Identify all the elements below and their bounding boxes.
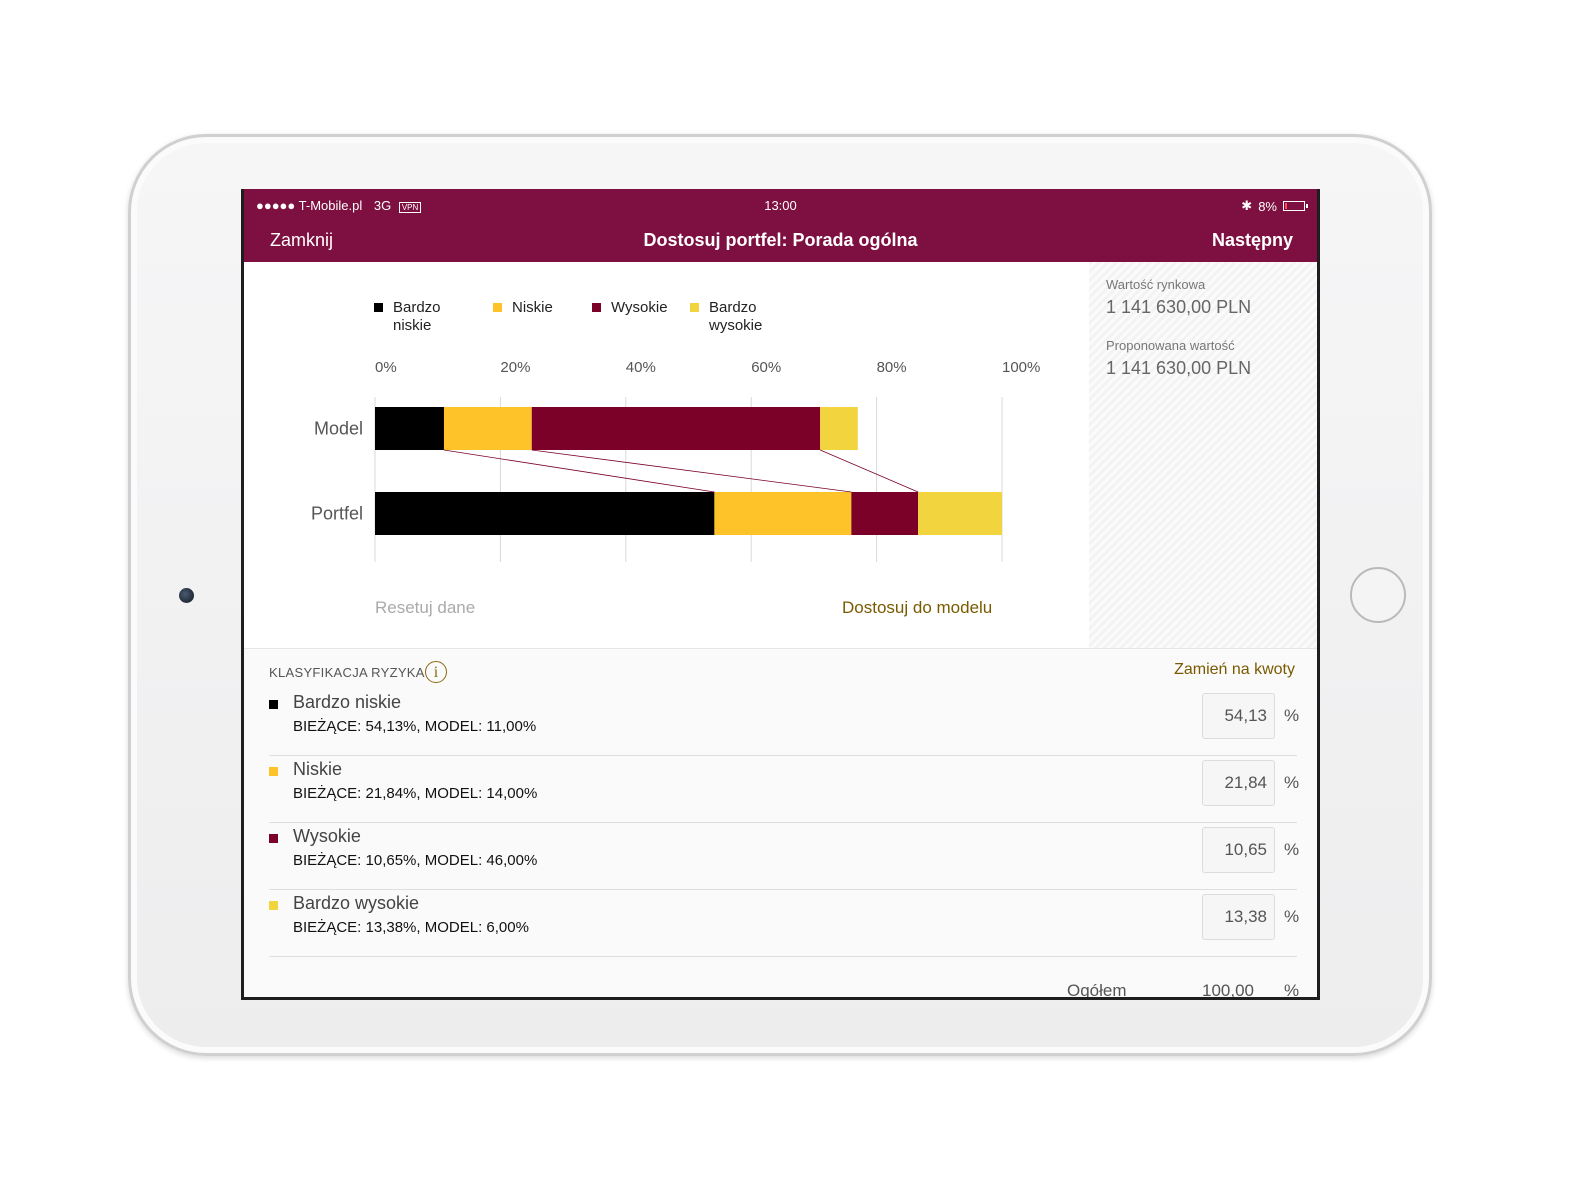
risk-detail: BIEŻĄCE: 10,65%, MODEL: 46,00% (293, 852, 538, 869)
category-label: Model (314, 419, 363, 439)
risk-detail: BIEŻĄCE: 13,38%, MODEL: 6,00% (293, 919, 529, 936)
chart-panel: Bardzo niskie Niskie Wysokie Bardzo wyso… (244, 262, 1089, 648)
legend-swatch (374, 303, 383, 312)
risk-detail: BIEŻĄCE: 54,13%, MODEL: 11,00% (293, 718, 537, 735)
risk-name: Niskie (293, 759, 343, 779)
legend-item-low: Niskie (493, 299, 592, 317)
percent-unit: % (1284, 907, 1300, 926)
legend-swatch (592, 303, 601, 312)
x-tick-label: 100% (1002, 359, 1040, 376)
x-tick-label: 40% (626, 359, 656, 376)
x-tick-label: 20% (500, 359, 530, 376)
risk-percent-input[interactable] (1202, 693, 1275, 739)
total-value: 100,00 (1202, 981, 1254, 1000)
percent-unit: % (1284, 706, 1300, 725)
page-title: Dostosuj portfel: Porada ogólna (643, 230, 918, 250)
bar-segment (443, 407, 532, 450)
market-value: 1 141 630,00 PLN (1106, 297, 1252, 317)
reset-data-button[interactable]: Resetuj dane (375, 598, 476, 617)
value-side-panel: Wartość rynkowa 1 141 630,00 PLN Propono… (1089, 262, 1317, 648)
bar-segment (375, 492, 715, 535)
info-icon[interactable]: i (425, 661, 447, 683)
battery-icon (1283, 201, 1308, 211)
connector-line (531, 449, 852, 493)
clock: 13:00 (764, 198, 797, 213)
risk-swatch (269, 700, 278, 709)
status-bar: ●●●●● T-Mobile.pl 3G VPN 13:00 ✱ 8% (244, 189, 1317, 221)
network-label: 3G (373, 198, 392, 213)
risk-row-high: Wysokie BIEŻĄCE: 10,65%, MODEL: 46,00% % (269, 823, 1300, 890)
risk-header: KLASYFIKACJA RYZYKA (269, 665, 425, 680)
legend-item-very-high: Bardzo wysokie (690, 299, 789, 335)
legend-swatch (493, 303, 502, 312)
legend-label: Niskie (512, 299, 553, 316)
market-value-label: Wartość rynkowa (1106, 277, 1206, 292)
fit-to-model-button[interactable]: Dostosuj do modelu (842, 598, 993, 617)
allocation-chart: 0% 20% 40% 60% 80% 100% Model Portfel (311, 359, 1040, 562)
risk-percent-input[interactable] (1202, 760, 1275, 806)
next-button[interactable]: Następny (1211, 230, 1293, 250)
risk-percent-input[interactable] (1202, 894, 1275, 940)
bar-segment (714, 492, 852, 535)
legend-label: Wysokie (611, 299, 668, 316)
risk-percent-input[interactable] (1202, 827, 1275, 873)
risk-name: Bardzo niskie (293, 692, 402, 712)
home-button[interactable] (1350, 567, 1406, 623)
risk-detail: BIEŻĄCE: 21,84%, MODEL: 14,00% (293, 785, 538, 802)
legend-swatch (690, 303, 699, 312)
app-screen: ●●●●● T-Mobile.pl 3G VPN 13:00 ✱ 8% Zamk… (241, 189, 1320, 1000)
risk-name: Wysokie (293, 826, 361, 846)
camera-icon (179, 588, 194, 603)
battery-percent: 8% (1258, 198, 1277, 214)
x-tick-label: 0% (375, 359, 397, 376)
legend-item-high: Wysokie (592, 299, 691, 317)
risk-row-low: Niskie BIEŻĄCE: 21,84%, MODEL: 14,00% % (269, 756, 1300, 823)
connector-line (820, 449, 919, 493)
status-right: ✱ 8% (1241, 198, 1308, 214)
status-left: ●●●●● T-Mobile.pl 3G VPN (256, 198, 422, 213)
nav-bar: Zamknij Dostosuj portfel: Porada ogólna … (244, 221, 1317, 262)
bar-segment (820, 407, 858, 450)
bar-segment (531, 407, 821, 450)
risk-row-very-low: Bardzo niskie BIEŻĄCE: 54,13%, MODEL: 11… (269, 689, 1300, 756)
percent-unit: % (1284, 773, 1300, 792)
risk-name: Bardzo wysokie (293, 893, 420, 913)
category-label: Portfel (311, 504, 363, 524)
x-tick-label: 60% (751, 359, 781, 376)
carrier-label: ●●●●● T-Mobile.pl (256, 198, 363, 213)
risk-swatch (269, 901, 278, 910)
risk-swatch (269, 834, 278, 843)
bar-segment (851, 492, 919, 535)
risk-classification: KLASYFIKACJA RYZYKA i Zamień na kwoty Ba… (244, 648, 1317, 1000)
bar-segment (918, 492, 1002, 535)
bar-segment (375, 407, 444, 450)
legend-item-very-low: Bardzo niskie (374, 299, 473, 335)
percent-unit: % (1284, 840, 1300, 859)
risk-swatch (269, 767, 278, 776)
bluetooth-icon: ✱ (1241, 198, 1253, 213)
proposed-value-label: Proponowana wartość (1106, 338, 1235, 353)
connector-line (443, 449, 715, 493)
legend-label: Bardzo niskie (393, 299, 441, 334)
risk-row-very-high: Bardzo wysokie BIEŻĄCE: 13,38%, MODEL: 6… (269, 890, 1300, 957)
close-button[interactable]: Zamknij (270, 230, 334, 250)
total-unit: % (1284, 981, 1300, 1000)
convert-to-amounts-button[interactable]: Zamień na kwoty (1174, 661, 1295, 678)
proposed-value: 1 141 630,00 PLN (1106, 358, 1252, 378)
x-tick-label: 80% (877, 359, 907, 376)
vpn-icon: VPN (398, 202, 422, 213)
total-label: Ogółem (1067, 981, 1127, 1000)
legend-label: Bardzo wysokie (709, 299, 763, 334)
